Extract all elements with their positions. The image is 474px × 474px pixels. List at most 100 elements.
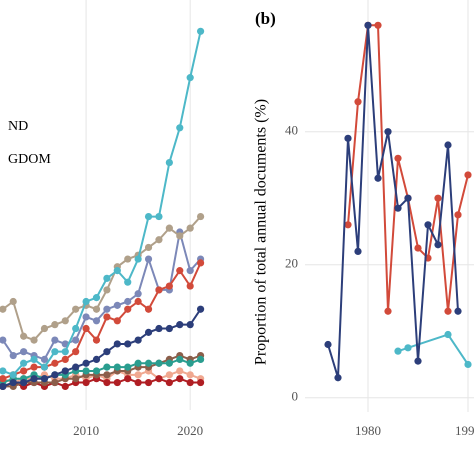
data-point	[113, 378, 121, 387]
data-point	[20, 359, 28, 367]
x-tick-label: 2020	[177, 423, 203, 438]
data-point	[144, 378, 153, 387]
data-point	[176, 321, 184, 329]
y-tick-label: 20	[285, 256, 298, 271]
data-point	[40, 355, 49, 363]
data-point	[30, 363, 38, 371]
data-point	[424, 221, 432, 229]
data-point	[40, 375, 49, 383]
data-point	[0, 367, 7, 375]
data-point	[434, 194, 442, 202]
data-point	[124, 278, 132, 286]
data-point	[0, 375, 7, 383]
data-point	[176, 375, 184, 383]
data-point	[9, 371, 17, 379]
data-point	[334, 374, 342, 382]
data-point	[196, 27, 205, 35]
data-point	[82, 324, 90, 333]
data-point	[414, 244, 422, 252]
data-point	[155, 236, 163, 244]
data-point	[354, 247, 362, 255]
data-point	[82, 313, 90, 321]
data-point	[40, 363, 49, 371]
data-point	[134, 255, 142, 263]
data-point	[165, 282, 173, 290]
data-point	[464, 360, 472, 369]
x-tick-label: 1980	[355, 423, 381, 438]
data-point	[134, 378, 142, 387]
y-tick-label: 40	[285, 123, 298, 138]
annotation: ND	[8, 119, 28, 134]
data-point	[51, 378, 59, 387]
data-point	[0, 305, 7, 313]
data-point	[196, 355, 205, 363]
data-point	[103, 274, 111, 282]
series-line	[397, 333, 469, 366]
data-point	[92, 336, 101, 344]
data-point	[165, 224, 173, 232]
data-point	[103, 363, 111, 371]
data-point	[82, 359, 90, 367]
data-point	[30, 355, 38, 363]
data-point	[124, 305, 132, 313]
data-point	[134, 297, 142, 306]
data-point	[113, 317, 121, 325]
data-point	[394, 154, 402, 162]
data-point	[134, 290, 142, 298]
data-point	[9, 297, 17, 306]
data-point	[124, 375, 132, 383]
data-point	[434, 241, 442, 249]
data-point	[61, 382, 69, 391]
data-point	[51, 371, 59, 379]
panel-a: 2010 2020	[0, 0, 205, 438]
data-point	[30, 336, 38, 344]
data-point	[82, 367, 90, 375]
data-point	[92, 305, 101, 313]
data-point	[176, 267, 184, 275]
data-point	[103, 378, 111, 387]
data-point	[30, 375, 38, 383]
data-point	[384, 307, 392, 315]
data-point	[20, 378, 28, 387]
data-point	[124, 255, 132, 263]
data-point	[155, 286, 163, 294]
data-point	[92, 294, 101, 302]
data-point	[72, 336, 80, 344]
data-point	[414, 357, 422, 365]
data-point	[51, 359, 59, 367]
data-point	[155, 359, 163, 367]
data-point	[72, 363, 80, 371]
data-point	[155, 212, 163, 221]
data-point	[124, 297, 132, 306]
y-tick-label: 0	[292, 389, 299, 404]
y-axis-label: Proportion of total annual documents (%)	[253, 99, 270, 365]
plot-area	[324, 21, 472, 382]
data-point	[394, 347, 402, 355]
data-point	[103, 371, 111, 379]
x-tick-label: 2010	[73, 423, 99, 438]
data-point	[92, 355, 101, 363]
data-point	[176, 367, 184, 375]
data-point	[176, 232, 184, 240]
data-point	[444, 330, 452, 339]
data-point	[165, 378, 173, 387]
data-point	[51, 321, 59, 329]
data-point	[186, 378, 194, 387]
data-point	[9, 378, 17, 387]
data-point	[176, 124, 184, 132]
annotation: GDOM	[8, 152, 51, 167]
data-point	[20, 367, 28, 375]
data-point	[186, 371, 194, 379]
data-point	[374, 21, 382, 29]
data-point	[144, 359, 153, 367]
data-point	[0, 336, 7, 344]
data-point	[103, 286, 111, 294]
plot-area	[0, 27, 205, 391]
data-point	[103, 348, 111, 356]
data-point	[454, 307, 462, 315]
grid	[85, 0, 191, 410]
data-point	[61, 355, 69, 363]
data-point	[92, 367, 101, 375]
